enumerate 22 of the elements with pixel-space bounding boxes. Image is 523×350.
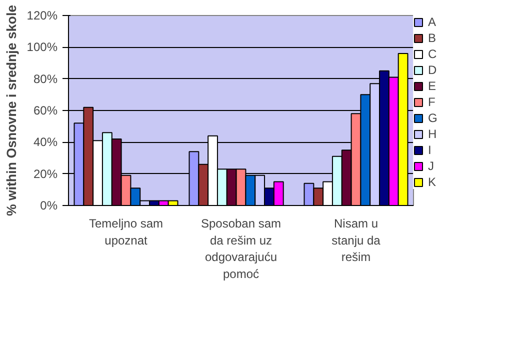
legend-label: A [428,15,438,29]
legend-label: B [428,31,438,45]
legend-label: H [428,127,438,141]
legend-label: K [428,175,438,189]
y-tick-label: 40% [33,135,58,150]
y-tick-label: 120% [26,8,58,22]
legend-label: G [428,111,438,125]
y-tick-label: 100% [26,40,58,54]
legend-label: F [428,95,436,109]
legend-label: D [428,63,438,77]
x-tick-label: Nisam u stanju da rešim [332,216,381,264]
legend-label: J [428,159,435,173]
y-tick-label: 20% [33,166,58,181]
legend-label: E [428,79,438,93]
y-axis-title: % within Osnovne i srednje skole [4,4,19,216]
x-tick-label: Temeljno sam upoznat [88,216,164,248]
y-tick-label: 0% [40,198,58,212]
legend-label: C [428,47,438,61]
y-tick-label: 60% [33,104,58,118]
y-tick-label: 80% [33,72,58,86]
legend-label: I [428,143,432,157]
x-tick-label: Sposoban sam da rešim uz odgovarajuću pomoć [200,216,282,281]
